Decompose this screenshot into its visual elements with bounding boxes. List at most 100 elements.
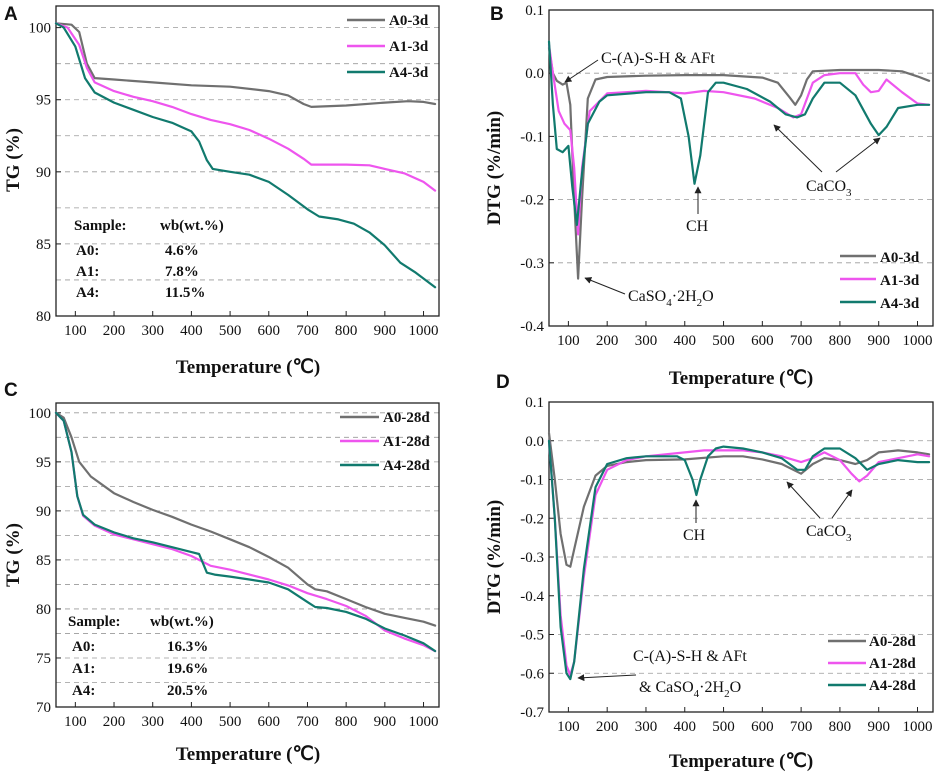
- x-tick-label: 100: [64, 714, 87, 730]
- series-line-a0-3d: [547, 46, 931, 280]
- series-line-a4-3d: [54, 22, 437, 289]
- table-row-label: A4:: [72, 683, 95, 699]
- annotation-line1: C-(A)-S-H & AFt: [633, 648, 747, 665]
- panel-a: A 100 200 300 400 500 600 700 800 900 1000 80 85 90 9…: [3, 4, 440, 378]
- y-tick-label: -0.2: [520, 511, 544, 527]
- legend-label-a1: A1-3d: [880, 273, 920, 289]
- panel-c-letter: C: [4, 380, 18, 401]
- legend-label-a0: A0-28d: [383, 410, 430, 426]
- x-tick-label: 600: [751, 333, 774, 349]
- annotation-arrow: [835, 137, 881, 173]
- x-tick-label: 900: [374, 714, 397, 730]
- y-tick-label: -0.6: [520, 666, 544, 682]
- table-header-wb: wb(wt.%): [160, 218, 224, 234]
- legend-label-a4: A4-3d: [880, 296, 920, 312]
- panel-b-xlabel: Temperature (℃): [669, 368, 813, 389]
- x-tick-label: 700: [296, 714, 319, 730]
- x-tick-label: 1000: [902, 719, 932, 735]
- panel-a-letter: A: [4, 4, 18, 25]
- series-line-a0-28d: [547, 431, 931, 568]
- table-row-label: A0:: [72, 639, 95, 655]
- x-tick-label: 1000: [902, 333, 932, 349]
- x-tick-label: 200: [103, 714, 126, 730]
- x-tick-label: 500: [712, 719, 735, 735]
- annotation-arrow: [564, 59, 599, 83]
- panel-b-annotations: C-(A)-S-H & AFt CH CaCO3 CaSO4·2H2O: [564, 50, 881, 309]
- legend-label-a1: A1-28d: [869, 656, 916, 672]
- y-tick-label: 95: [36, 93, 51, 109]
- x-tick-label: 200: [596, 333, 619, 349]
- x-tick-label: 400: [180, 323, 203, 339]
- table-row-value: 20.5%: [167, 683, 208, 699]
- y-tick-label: 100: [29, 21, 52, 37]
- table-row-value: 7.8%: [165, 264, 199, 280]
- panel-a-xlabel: Temperature (℃): [176, 357, 320, 378]
- y-tick-label: -0.1: [520, 129, 544, 145]
- x-tick-label: 500: [219, 323, 242, 339]
- annotation-line2: & CaSO4·2H2O: [639, 679, 741, 700]
- panel-b-series: [547, 40, 931, 280]
- y-tick-label: -0.4: [520, 319, 544, 335]
- panel-d-ticks: 100 200 300 400 500 600 700 800 900 1000 -0.7 -0.6 -…: [520, 395, 932, 735]
- series-line-a1-3d: [547, 43, 931, 236]
- panel-c-ticks: 100 200 300 400 500 600 700 800 900 1000 70 75 80 85 9…: [29, 406, 439, 730]
- y-tick-label: 80: [36, 602, 51, 618]
- panel-c: C 100 200 300 400 500 600 700 800 900 1000 70 75 80 8…: [3, 380, 440, 765]
- table-row-value: 19.6%: [167, 661, 208, 677]
- x-tick-label: 100: [557, 333, 580, 349]
- panel-b-letter: B: [490, 4, 504, 25]
- y-tick-label: 95: [36, 455, 51, 471]
- series-line-a0-28d: [54, 411, 437, 627]
- panel-c-plot-frame: [55, 402, 440, 708]
- panel-b-ticks: 100 200 300 400 500 600 700 800 900 1000 -0.4 -0.3 -…: [520, 3, 932, 349]
- panel-a-table: Sample: wb(wt.%) A0: 4.6% A1: 7.8% A4: 1…: [74, 218, 224, 301]
- x-tick-label: 400: [674, 333, 697, 349]
- y-tick-label: 90: [36, 504, 51, 520]
- legend-label-a0: A0-3d: [880, 250, 920, 266]
- annotation-arrow: [584, 277, 626, 295]
- x-tick-label: 800: [335, 323, 358, 339]
- x-tick-label: 800: [829, 719, 852, 735]
- panel-d-annotations: CH CaCO3 C-(A)-S-H & AFt & CaSO4·2H2O: [577, 481, 853, 700]
- annotation-arrow: [831, 489, 853, 519]
- series-line-a4-28d: [547, 439, 931, 681]
- x-tick-label: 300: [635, 333, 658, 349]
- annotation-csh-aft: C-(A)-S-H & AFt: [601, 50, 715, 67]
- y-tick-label: -0.5: [520, 628, 544, 644]
- series-line-a4-28d: [54, 411, 437, 653]
- panel-d-xlabel: Temperature (℃): [669, 751, 813, 772]
- annotation-caco3: CaCO3: [806, 523, 852, 544]
- x-tick-label: 400: [180, 714, 203, 730]
- annotation-ch: CH: [683, 527, 706, 544]
- y-tick-label: 70: [36, 700, 51, 716]
- series-line-a0-3d: [54, 22, 437, 109]
- panel-b-grid: [549, 72, 933, 264]
- legend-label-a4: A4-28d: [383, 458, 430, 474]
- table-row-label: A1:: [76, 264, 99, 280]
- y-tick-label: -0.4: [520, 589, 544, 605]
- x-tick-label: 300: [141, 323, 164, 339]
- y-tick-label: -0.1: [520, 473, 544, 489]
- panel-a-series: [54, 22, 437, 289]
- panel-a-legend: A0-3d A1-3d A4-3d: [347, 13, 429, 81]
- x-tick-label: 600: [751, 719, 774, 735]
- panel-d-letter: D: [496, 372, 510, 393]
- y-tick-label: -0.3: [520, 256, 544, 272]
- y-tick-label: 90: [36, 165, 51, 181]
- panel-d-ylabel: DTG (%/min): [484, 500, 505, 615]
- panel-d-legend: A0-28d A1-28d A4-28d: [828, 634, 916, 694]
- x-tick-label: 200: [103, 323, 126, 339]
- x-tick-label: 100: [64, 323, 87, 339]
- x-tick-label: 900: [867, 333, 890, 349]
- y-tick-label: 0.0: [525, 434, 544, 450]
- annotation-caco3: CaCO3: [806, 178, 852, 199]
- x-tick-label: 300: [635, 719, 658, 735]
- panel-b-ylabel: DTG (%/min): [484, 111, 505, 226]
- x-tick-label: 400: [674, 719, 697, 735]
- table-header-sample: Sample:: [74, 218, 127, 234]
- panel-a-plot-frame: [55, 5, 440, 317]
- x-tick-label: 900: [374, 323, 397, 339]
- y-tick-label: 85: [36, 553, 51, 569]
- x-tick-label: 700: [790, 333, 813, 349]
- y-tick-label: 0.1: [525, 3, 544, 19]
